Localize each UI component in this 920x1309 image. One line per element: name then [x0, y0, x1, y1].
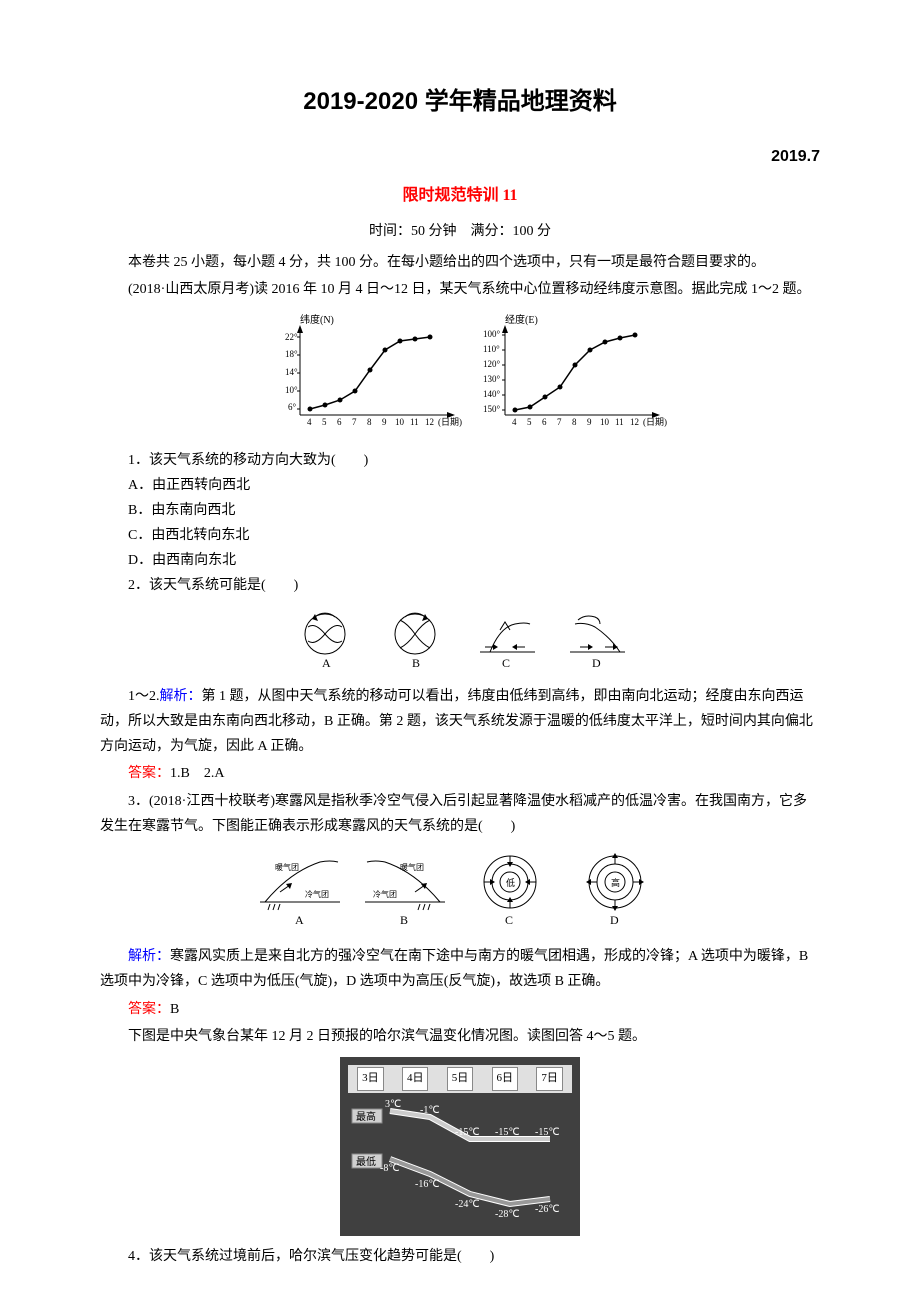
svg-text:5: 5 [527, 417, 532, 427]
svg-text:高: 高 [611, 877, 620, 888]
q1-2-answer: 答案：1.B 2.A [100, 761, 820, 786]
analysis-number: 1～2. [128, 689, 160, 704]
svg-text:10: 10 [600, 417, 610, 427]
forecast-box: 3日 4日 5日 6日 7日 最高 3℃ -1℃ -15℃ -15℃ -15℃ … [340, 1057, 580, 1236]
svg-text:6°: 6° [288, 402, 297, 412]
svg-text:A: A [295, 913, 304, 927]
lon-y-label: 经度(E) [505, 313, 538, 326]
svg-text:11: 11 [410, 417, 419, 427]
q3-options-figure: 暖气团 冷气团 A 暖气团 冷气团 B 低 [100, 847, 820, 936]
answer-text: 1.B 2.A [170, 766, 224, 781]
svg-text:-28℃: -28℃ [495, 1209, 520, 1219]
q4-text: 4．该天气系统过境前后，哈尔滨气压变化趋势可能是( ) [128, 1244, 820, 1269]
section-title: 限时规范特训 11 [100, 182, 820, 211]
answer-label: 答案： [128, 766, 170, 781]
svg-text:暖气团: 暖气团 [400, 862, 424, 872]
svg-text:12: 12 [425, 417, 434, 427]
q3-answer: 答案：B [100, 997, 820, 1022]
svg-text:4: 4 [307, 417, 312, 427]
answer-label: 答案： [128, 1002, 170, 1017]
svg-text:8: 8 [572, 417, 577, 427]
svg-text:B: B [400, 913, 408, 927]
analysis-text: 第 1 题，从图中天气系统的移动可以看出，纬度由低纬到高纬，即由南向北运动；经度… [100, 689, 813, 754]
svg-text:冷气团: 冷气团 [305, 889, 329, 899]
svg-text:11: 11 [615, 417, 624, 427]
forecast-date: 5日 [447, 1067, 474, 1091]
svg-text:B: B [412, 656, 420, 667]
main-title: 2019-2020 学年精品地理资料 [100, 80, 820, 123]
exam-info: 时间：50 分钟 满分：100 分 [100, 219, 820, 244]
svg-text:C: C [502, 656, 510, 667]
svg-text:100°: 100° [483, 329, 501, 339]
analysis-label: 解析： [160, 689, 202, 704]
svg-text:冷气团: 冷气团 [373, 889, 397, 899]
svg-text:最低: 最低 [356, 1155, 376, 1168]
svg-text:-24℃: -24℃ [455, 1199, 480, 1210]
svg-text:4: 4 [512, 417, 517, 427]
svg-text:A: A [322, 656, 331, 667]
svg-text:-1℃: -1℃ [420, 1105, 440, 1116]
svg-text:140°: 140° [483, 389, 501, 399]
q3-text: 3．(2018·江西十校联考)寒露风是指秋季冷空气侵入后引起显著降温使水稻减产的… [100, 789, 820, 839]
chart-latitude-longitude: 纬度(N) 22° 18° 14° 10° 6° 4 5 6 7 8 9 10 [100, 310, 820, 439]
forecast-date: 6日 [492, 1067, 519, 1091]
lat-y-label: 纬度(N) [300, 313, 334, 326]
q1-option-d: D．由西南向东北 [128, 548, 820, 573]
svg-text:3℃: 3℃ [385, 1099, 401, 1110]
svg-text:C: C [505, 913, 513, 927]
svg-text:7: 7 [352, 417, 357, 427]
svg-text:D: D [592, 656, 601, 667]
q1-option-c: C．由西北转向东北 [128, 523, 820, 548]
svg-text:8: 8 [367, 417, 372, 427]
forecast-date: 7日 [536, 1067, 563, 1091]
q1-context: (2018·山西太原月考)读 2016 年 10 月 4 日～12 日，某天气系… [100, 277, 820, 302]
q1-2-analysis: 1～2.解析：第 1 题，从图中天气系统的移动可以看出，纬度由低纬到高纬，即由南… [100, 684, 820, 760]
svg-text:18°: 18° [285, 349, 298, 359]
svg-text:-15℃: -15℃ [495, 1127, 520, 1138]
svg-text:5: 5 [322, 417, 327, 427]
svg-text:12: 12 [630, 417, 639, 427]
svg-text:9: 9 [382, 417, 387, 427]
svg-text:110°: 110° [483, 344, 500, 354]
q4-context: 下图是中央气象台某年 12 月 2 日预报的哈尔滨气温变化情况图。读图回答 4～… [100, 1024, 820, 1049]
svg-text:低: 低 [506, 877, 515, 888]
svg-text:-8℃: -8℃ [380, 1163, 400, 1174]
svg-text:120°: 120° [483, 359, 501, 369]
svg-text:9: 9 [587, 417, 592, 427]
analysis-label: 解析： [128, 949, 170, 964]
svg-text:暖气团: 暖气团 [275, 862, 299, 872]
svg-text:最高: 最高 [356, 1110, 376, 1123]
svg-text:7: 7 [557, 417, 562, 427]
svg-text:130°: 130° [483, 374, 501, 384]
svg-text:6: 6 [337, 417, 342, 427]
svg-text:-16℃: -16℃ [415, 1179, 440, 1190]
q1-option-a: A．由正西转向西北 [128, 473, 820, 498]
svg-text:-15℃: -15℃ [455, 1127, 480, 1138]
svg-text:6: 6 [542, 417, 547, 427]
svg-text:-15℃: -15℃ [535, 1127, 560, 1138]
svg-text:10: 10 [395, 417, 405, 427]
svg-text:14°: 14° [285, 367, 298, 377]
svg-text:(日期): (日期) [643, 417, 667, 427]
q3-analysis: 解析：寒露风实质上是来自北方的强冷空气在南下途中与南方的暖气团相遇，形成的冷锋；… [100, 944, 820, 994]
svg-text:-26℃: -26℃ [535, 1204, 560, 1215]
page-date: 2019.7 [100, 143, 820, 172]
svg-text:D: D [610, 913, 619, 927]
forecast-date: 4日 [402, 1067, 429, 1091]
forecast-figure: 3日 4日 5日 6日 7日 最高 3℃ -1℃ -15℃ -15℃ -15℃ … [100, 1057, 820, 1236]
svg-text:150°: 150° [483, 404, 501, 414]
q2-options-figure: A B C [100, 607, 820, 676]
q1-text: 1．该天气系统的移动方向大致为( ) [128, 448, 820, 473]
answer-text: B [170, 1002, 179, 1017]
forecast-date: 3日 [357, 1067, 384, 1091]
forecast-dates: 3日 4日 5日 6日 7日 [348, 1065, 572, 1093]
q2-text: 2．该天气系统可能是( ) [128, 573, 820, 598]
svg-text:(日期): (日期) [438, 417, 462, 427]
intro-text: 本卷共 25 小题，每小题 4 分，共 100 分。在每小题给出的四个选项中，只… [100, 250, 820, 275]
q1-option-b: B．由东南向西北 [128, 498, 820, 523]
svg-text:22°: 22° [285, 332, 298, 342]
analysis-text: 寒露风实质上是来自北方的强冷空气在南下途中与南方的暖气团相遇，形成的冷锋；A 选… [100, 949, 808, 989]
svg-text:10°: 10° [285, 385, 298, 395]
